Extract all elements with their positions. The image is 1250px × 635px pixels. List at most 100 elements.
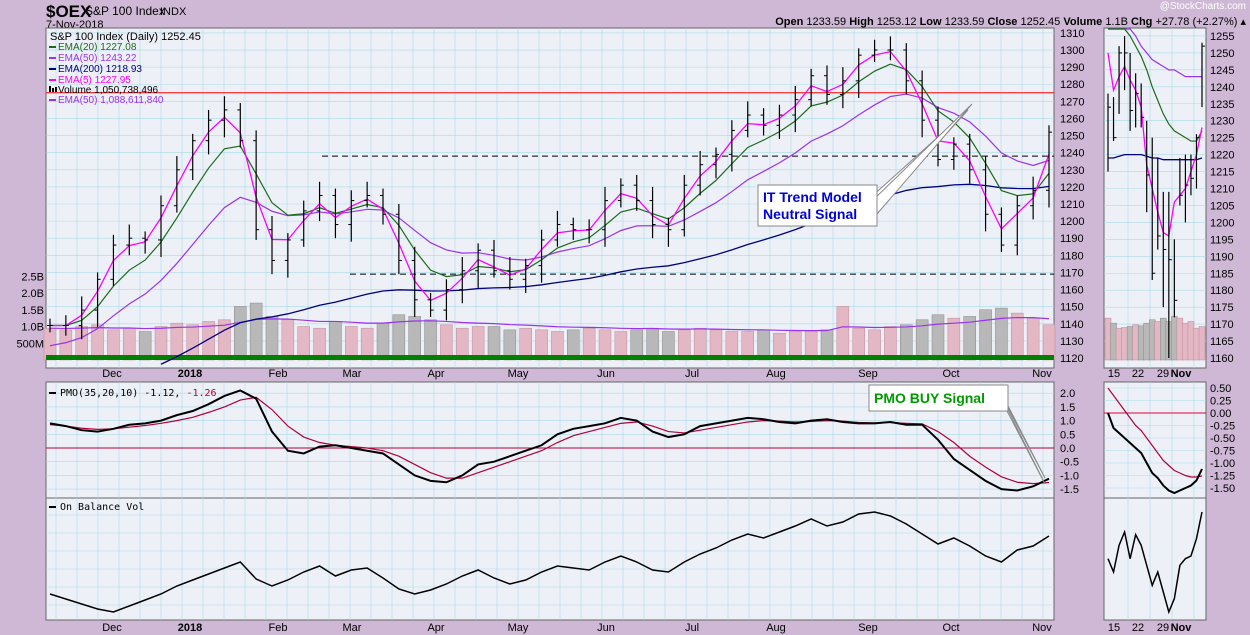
price-tick-label: 1260 <box>1060 113 1084 125</box>
detail-price-tick-label: 1190 <box>1210 251 1234 263</box>
volume-bar <box>1011 312 1024 361</box>
volume-bar <box>947 317 961 361</box>
legend-obv: On Balance Vol <box>60 502 144 513</box>
detail-pmo-tick-label: -0.75 <box>1210 446 1235 458</box>
month-tick-label: Jul <box>685 368 699 380</box>
detail-price-tick-label: 1205 <box>1210 200 1234 212</box>
month-tick-label: May <box>508 368 529 380</box>
detail-price-tick-label: 1255 <box>1210 31 1234 43</box>
legend-swatches <box>49 46 57 508</box>
pmo-tick-label: -1.5 <box>1060 484 1079 496</box>
detail-price-tick-label: 1230 <box>1210 116 1234 128</box>
detail-price-tick-label: 1185 <box>1210 268 1234 280</box>
volume-bar <box>186 324 199 361</box>
pmo-tick-label: -0.5 <box>1060 457 1079 469</box>
legend-vol-ema50: EMA(50) 1,088,611,840 <box>58 95 164 106</box>
month-tick-label: Jul <box>685 622 699 634</box>
price-tick-label: 1170 <box>1060 267 1084 279</box>
price-tick-label: 1120 <box>1060 353 1084 365</box>
price-tick-label: 1290 <box>1060 62 1084 74</box>
pmo-tick-label: -1.0 <box>1060 470 1079 482</box>
legend-ema200: EMA(200) 1218.93 <box>58 64 142 75</box>
volume-bar <box>979 309 992 361</box>
month-tick-label: Mar <box>343 368 362 380</box>
detail-pmo-signal-line <box>1107 387 1203 478</box>
volume-bar <box>900 324 913 361</box>
svg-text:PMO BUY Signal: PMO BUY Signal <box>874 390 985 406</box>
price-tick-label: 1280 <box>1060 79 1084 91</box>
volume-bar <box>440 324 453 361</box>
price-panel <box>45 27 1055 369</box>
month-tick-label: Sep <box>858 622 878 634</box>
detail-price-tick-label: 1175 <box>1210 302 1234 314</box>
ema200-line <box>160 183 1050 365</box>
detail-pmo-tick-label: -1.50 <box>1210 483 1235 495</box>
month-tick-label: Dec <box>102 622 122 634</box>
detail-obv-panel <box>1103 497 1207 621</box>
detail-volume-bar <box>1126 326 1134 361</box>
volume-bar <box>265 316 279 361</box>
detail-price-tick-label: 1245 <box>1210 65 1234 77</box>
legend-pmo: PMO(35,20,10) -1.12, -1.26 <box>60 388 217 399</box>
legend-price: S&P 100 Index (Daily) 1252.45 <box>50 31 201 43</box>
detail-pmo-tick-label: 0.50 <box>1210 383 1231 395</box>
detail-pmo-tick-label: -1.00 <box>1210 458 1235 470</box>
detail-price-tick-label: 1170 <box>1210 319 1234 331</box>
volume-tick-label: 1.0B <box>21 322 44 334</box>
detail-x-tick-label: 29 <box>1157 368 1169 380</box>
volume-bar <box>931 314 945 361</box>
volume-ema50-line <box>49 316 1050 332</box>
volume-bar <box>281 319 295 361</box>
detail-x-tick-label: Nov <box>1171 368 1193 380</box>
detail-obv-line <box>1107 511 1203 615</box>
detail-x-tick-label: 15 <box>1108 368 1120 380</box>
detail-ema20-line <box>1108 28 1203 142</box>
detail-pmo-line <box>1107 412 1203 495</box>
volume-bar <box>884 326 897 361</box>
month-tick-label: Feb <box>269 622 288 634</box>
month-tick-label: Nov <box>1032 368 1052 380</box>
detail-volume-bar <box>1160 317 1167 361</box>
volume-tick-label: 2.0B <box>21 288 44 300</box>
price-tick-label: 1190 <box>1060 233 1084 245</box>
detail-price-tick-label: 1195 <box>1210 234 1234 246</box>
detail-price-tick-label: 1250 <box>1210 48 1234 60</box>
month-tick-label: Jun <box>597 368 615 380</box>
svg-text:IT Trend Model: IT Trend Model <box>763 189 862 205</box>
volume-bar <box>487 326 501 361</box>
obv-line <box>49 511 1050 613</box>
month-tick-label: Apr <box>427 368 444 380</box>
symbol: $OEX <box>46 2 92 21</box>
chart-marks <box>43 28 1206 615</box>
volume-bar <box>471 326 485 361</box>
volume-bar <box>249 302 263 361</box>
price-tick-label: 1270 <box>1060 96 1084 108</box>
detail-x-tick-label: Nov <box>1171 622 1193 634</box>
exchange: INDX <box>160 6 187 18</box>
detail-pmo-panel <box>1103 381 1207 499</box>
month-tick-label: Oct <box>942 622 959 634</box>
volume-bar <box>345 326 358 361</box>
pmo-tick-label: 2.0 <box>1060 388 1075 400</box>
detail-volume-bar <box>1154 321 1162 361</box>
index-name: S&P 100 Index <box>85 4 165 18</box>
volume-bar <box>836 306 850 361</box>
pmo-buy-annotation: PMO BUY Signal <box>868 384 1046 485</box>
obv-panel <box>45 497 1055 621</box>
detail-volume-bar <box>1115 327 1123 361</box>
detail-volume-bar <box>1132 324 1139 361</box>
month-tick-label: Nov <box>1032 622 1052 634</box>
volume-bar <box>202 321 215 361</box>
detail-price-tick-label: 1160 <box>1210 353 1234 365</box>
legend-ema50: EMA(50) 1243.22 <box>58 53 137 64</box>
detail-price-tick-label: 1225 <box>1210 133 1234 145</box>
price-tick-label: 1300 <box>1060 45 1084 57</box>
volume-bar <box>1042 324 1056 361</box>
volume-tick-label: 1.5B <box>21 305 44 317</box>
pmo-tick-label: 0.5 <box>1060 429 1075 441</box>
volume-bar <box>154 326 168 361</box>
detail-ema5-line <box>1107 52 1203 238</box>
price-tick-label: 1210 <box>1060 199 1084 211</box>
price-tick-label: 1160 <box>1060 285 1084 297</box>
